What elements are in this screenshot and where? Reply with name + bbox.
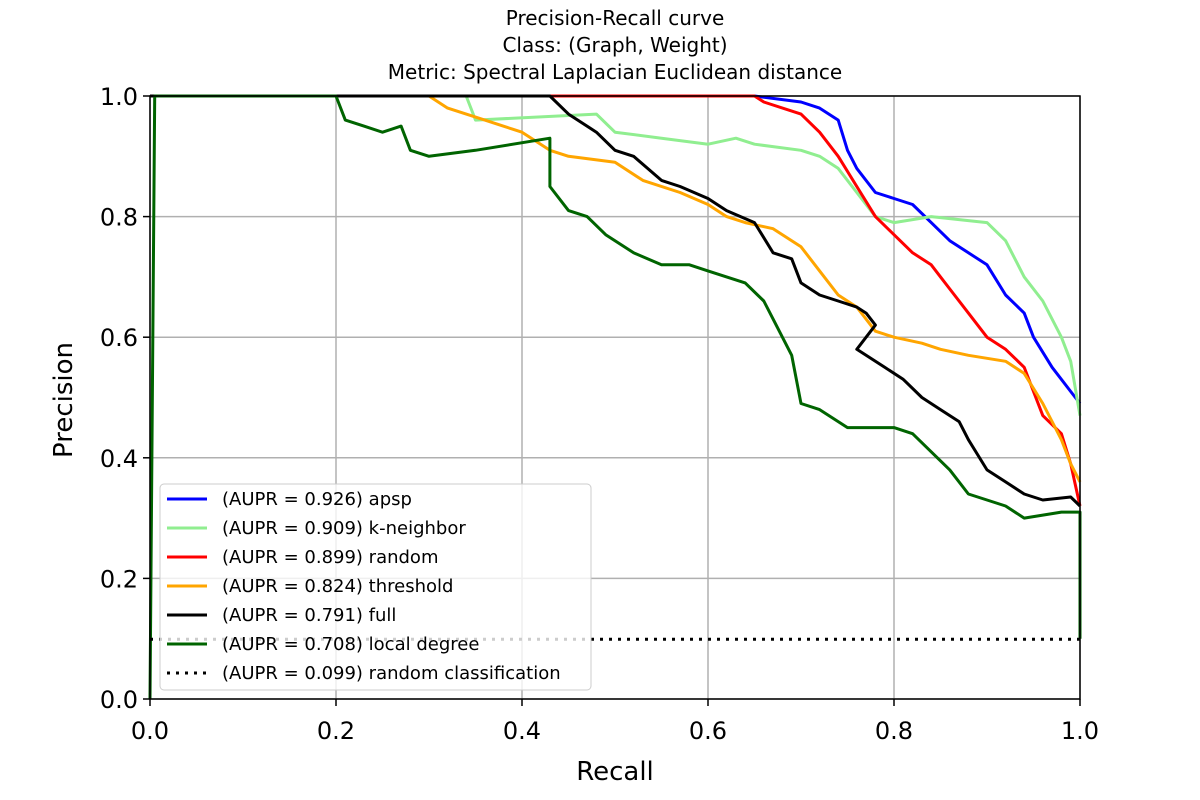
series-line-4 [150,94,1082,508]
legend-box [159,483,592,691]
legend-label-3: (AUPR = 0.824) threshold [222,576,453,597]
axis-ticks: 0.0 0.2 0.4 0.6 0.8 1.0 0.0 0.2 0.4 0.6 0.8 1.0 [100,83,1099,745]
x-axis-label: Recall [576,757,654,787]
x-tick-label: 0.8 [875,717,913,745]
series-line-2 [150,94,1082,507]
series-line-0 [150,94,1082,405]
chart-title-line-2: Class: (Graph, Weight) [502,33,727,57]
y-tick-label: 0.2 [100,565,138,593]
series-line-5 [148,94,1082,700]
x-tick-label: 0.2 [317,717,355,745]
legend: (AUPR = 0.926) apsp (AUPR = 0.909) k-neig… [159,483,592,691]
series-line-3 [150,94,1082,483]
chart-title-line-3: Metric: Spectral Laplacian Euclidean dis… [388,60,842,84]
series-line-1 [150,94,1082,416]
y-tick-label: 0.4 [100,445,138,473]
legend-label-0: (AUPR = 0.926) apsp [222,489,412,510]
y-tick-label: 0.8 [100,204,138,232]
x-tick-label: 0.6 [689,717,727,745]
x-tick-label: 1.0 [1061,717,1099,745]
y-tick-label: 1.0 [100,83,138,111]
legend-label-4: (AUPR = 0.791) full [222,605,396,626]
plot-area-frame [149,95,1081,700]
y-tick-label: 0.6 [100,324,138,352]
y-axis-label: Precision [49,342,79,458]
x-tick-label: 0.0 [131,717,169,745]
legend-label-5: (AUPR = 0.708) local degree [222,634,479,655]
chart-title-line-1: Precision-Recall curve [506,6,725,30]
legend-label-6: (AUPR = 0.099) random classification [222,663,561,684]
legend-label-1: (AUPR = 0.909) k-neighbor [222,518,466,539]
legend-label-2: (AUPR = 0.899) random [222,547,438,568]
x-tick-label: 0.4 [503,717,541,745]
y-tick-label: 0.0 [100,686,138,714]
